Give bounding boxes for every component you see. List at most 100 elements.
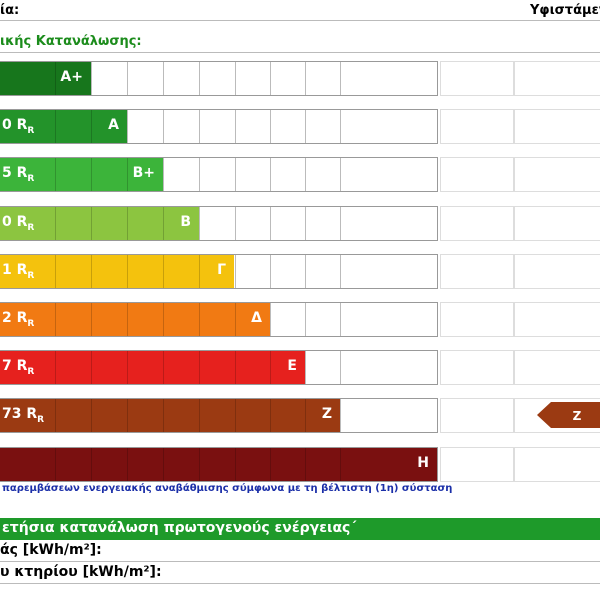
class-bar <box>0 351 305 385</box>
side-cell <box>440 302 514 337</box>
cell-line <box>91 447 92 481</box>
cell-line <box>270 110 271 144</box>
range-text: 73 R <box>2 406 38 423</box>
cell-line <box>340 447 341 481</box>
rule <box>0 20 600 21</box>
scale-row: H <box>0 446 438 482</box>
cell-line <box>55 206 56 240</box>
side-cell <box>440 398 514 434</box>
cell-line <box>340 303 341 336</box>
cell-line <box>305 447 306 481</box>
arrow-label: Z <box>573 409 582 423</box>
cell-line <box>235 254 236 288</box>
cell-line <box>127 110 128 144</box>
cell-line <box>163 110 164 144</box>
cell-line <box>340 254 341 288</box>
cell-line <box>270 62 271 95</box>
range-text: 5 R <box>2 165 28 182</box>
scale-row: A+ <box>0 61 438 96</box>
cell-line <box>340 206 341 240</box>
rule <box>0 561 600 562</box>
scale-row: 2 RR Δ <box>0 302 438 337</box>
cell-line <box>305 254 306 288</box>
cell-line <box>199 158 200 192</box>
cell-line <box>235 351 236 385</box>
field: άς [kWh/m²]: <box>0 542 102 558</box>
rule <box>0 583 600 584</box>
cell-line <box>55 158 56 192</box>
class-bar <box>0 254 234 288</box>
cell-line <box>235 303 236 336</box>
cell-line <box>127 399 128 433</box>
scale-row: 7 RR E <box>0 350 438 386</box>
cell-line <box>305 206 306 240</box>
range-sub: R <box>37 415 45 426</box>
scale-row: 5 RR B+ <box>0 157 438 193</box>
cell-line <box>305 62 306 95</box>
class-bar <box>0 110 127 144</box>
cell-line <box>270 399 271 433</box>
class-label: Δ <box>251 310 262 326</box>
cell-line <box>199 447 200 481</box>
cell-line <box>91 206 92 240</box>
side-cell <box>514 61 600 96</box>
cell-line <box>199 399 200 433</box>
cell-line <box>55 62 56 95</box>
cell-line <box>163 62 164 95</box>
class-bar <box>0 158 163 192</box>
range-text: 7 R <box>2 358 28 375</box>
cell-line <box>270 158 271 192</box>
cell-line <box>91 158 92 192</box>
range-label: 2 RR <box>2 310 34 329</box>
band-title: ετήσια κατανάλωση πρωτογενούς ενέργειας΄ <box>2 520 357 536</box>
cell-line <box>127 206 128 240</box>
cell-line <box>163 206 164 240</box>
range-sub: R <box>27 366 35 377</box>
cell-line <box>199 110 200 144</box>
cell-line <box>127 62 128 95</box>
range-label: 5 RR <box>2 165 34 184</box>
cell-line <box>163 399 164 433</box>
range-label: 1 RR <box>2 262 34 281</box>
cell-line <box>55 303 56 336</box>
class-label: Γ <box>217 261 226 278</box>
class-label: A <box>108 117 119 134</box>
range-label: 0 RR <box>2 117 34 136</box>
range-text: 0 R <box>2 213 28 230</box>
side-cell <box>440 157 514 193</box>
cell-line <box>235 110 236 144</box>
cell-line <box>340 62 341 95</box>
side-cell <box>440 205 514 241</box>
cell-line <box>55 110 56 144</box>
class-label: B <box>180 213 191 230</box>
cell-line <box>91 303 92 336</box>
class-bar <box>0 62 91 95</box>
side-cell <box>440 446 514 482</box>
cell-line <box>305 303 306 336</box>
range-text: 1 R <box>2 261 28 278</box>
section-label: ικής Κατανάλωσης: <box>0 34 142 49</box>
cell-line <box>235 158 236 192</box>
header-right: Υφιστάμεν <box>530 3 600 18</box>
cell-line <box>91 62 92 95</box>
cell-line <box>127 351 128 385</box>
cell-line <box>235 399 236 433</box>
cell-line <box>270 206 271 240</box>
rule <box>0 52 600 53</box>
class-bar <box>0 447 437 481</box>
cell-line <box>127 158 128 192</box>
range-label: 0 RR <box>2 214 34 233</box>
class-bar <box>0 399 340 433</box>
cell-line <box>340 351 341 385</box>
side-cell <box>514 302 600 337</box>
cell-line <box>305 351 306 385</box>
cell-line <box>199 351 200 385</box>
range-sub: R <box>27 174 35 185</box>
arrow-shape <box>537 402 600 429</box>
cell-line <box>127 254 128 288</box>
range-sub: R <box>27 318 35 329</box>
cell-line <box>163 158 164 192</box>
cell-line <box>163 254 164 288</box>
cell-line <box>235 62 236 95</box>
